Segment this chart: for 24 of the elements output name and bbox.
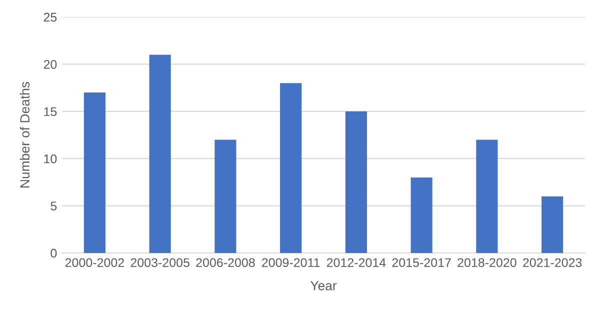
x-tick-label: 2018-2020 [458, 258, 516, 268]
bar [476, 140, 498, 253]
bar [149, 54, 171, 253]
y-tick-label: 10 [44, 154, 57, 164]
y-tick-label: 15 [44, 107, 57, 116]
bar [214, 140, 236, 253]
y-tick-label: 25 [44, 12, 57, 22]
y-axis-title: Number of Deaths [20, 82, 30, 188]
bar [84, 92, 106, 253]
x-tick-label: 2015-2017 [392, 258, 451, 268]
bar [345, 111, 367, 253]
x-tick-label: 2012-2014 [326, 258, 386, 268]
x-axis-title: Year [310, 281, 337, 290]
bar [410, 177, 432, 253]
x-tick-label: 2021-2023 [523, 258, 582, 268]
y-tick-label: 0 [50, 248, 57, 258]
bar [280, 83, 302, 253]
x-tick-label: 2009-2011 [262, 258, 320, 268]
y-tick-label: 20 [44, 60, 57, 69]
x-tick-label: 2000-2002 [65, 258, 124, 268]
x-tick-label: 2006-2008 [196, 258, 255, 268]
bar [542, 196, 564, 253]
x-tick-label: 2003-2005 [130, 258, 190, 268]
y-tick-label: 5 [50, 202, 57, 210]
